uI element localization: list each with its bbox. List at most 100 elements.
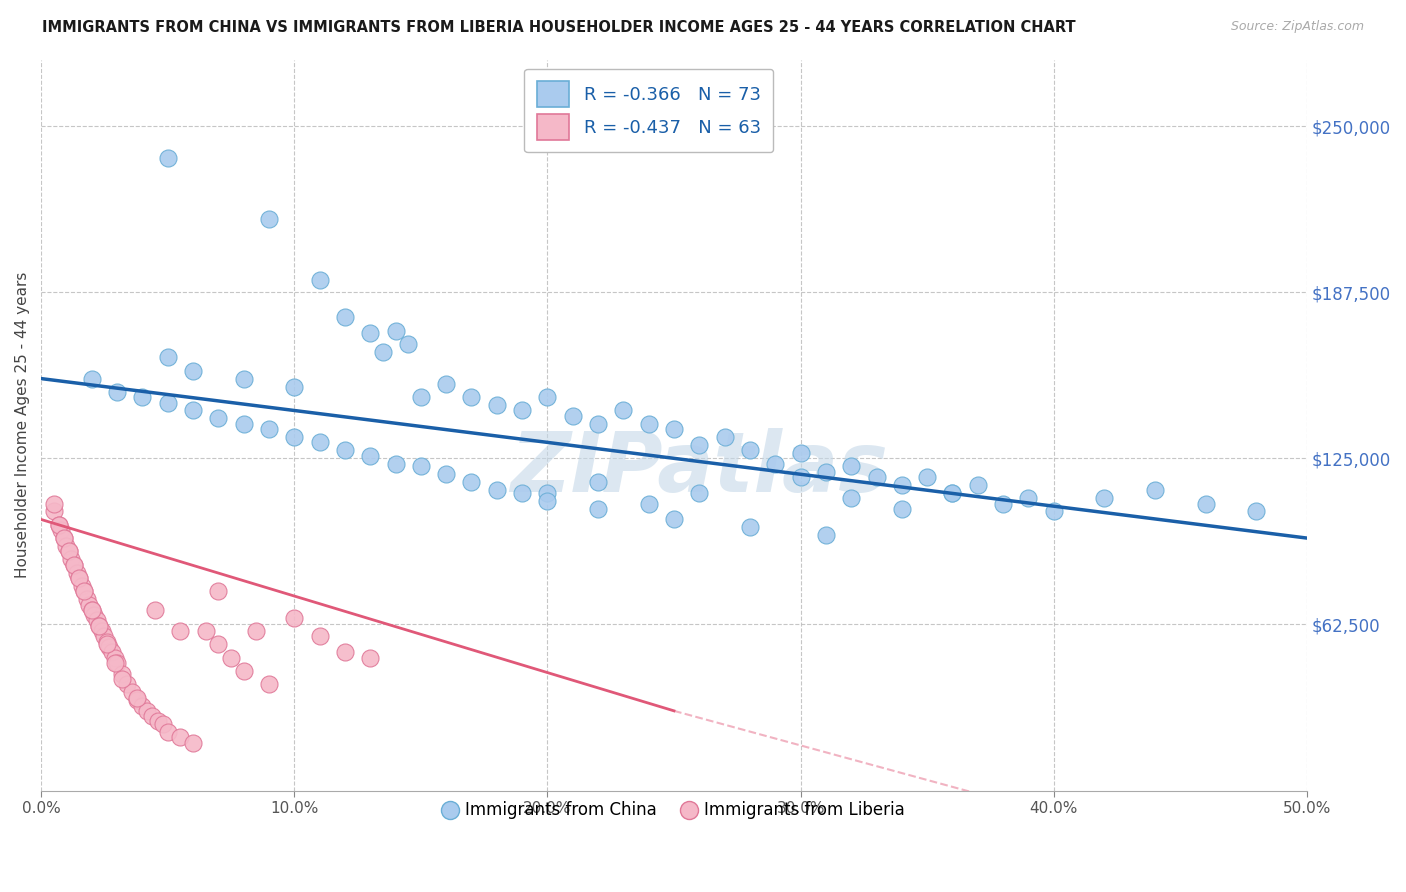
Point: [586, 501, 609, 516]
Point: [63, 558, 86, 572]
Point: [89, 619, 111, 633]
Point: [1042, 504, 1064, 518]
Point: [52, 531, 75, 545]
Point: [101, 645, 124, 659]
Point: [510, 486, 533, 500]
Point: [688, 486, 710, 500]
Point: [58, 544, 80, 558]
Point: [232, 664, 254, 678]
Point: [333, 310, 356, 325]
Point: [637, 417, 659, 431]
Point: [76, 592, 98, 607]
Point: [96, 634, 118, 648]
Point: [485, 483, 508, 498]
Point: [586, 417, 609, 431]
Point: [941, 486, 963, 500]
Point: [738, 520, 761, 534]
Point: [51, 523, 73, 537]
Point: [359, 650, 381, 665]
Point: [434, 376, 457, 391]
Point: [283, 611, 305, 625]
Point: [1194, 496, 1216, 510]
Point: [96, 637, 118, 651]
Point: [156, 725, 179, 739]
Point: [789, 446, 811, 460]
Point: [536, 390, 558, 404]
Point: [89, 619, 111, 633]
Point: [80, 371, 103, 385]
Point: [257, 422, 280, 436]
Point: [80, 603, 103, 617]
Point: [839, 459, 862, 474]
Point: [131, 698, 153, 713]
Point: [637, 496, 659, 510]
Point: [80, 603, 103, 617]
Point: [121, 685, 143, 699]
Point: [384, 457, 406, 471]
Point: [384, 324, 406, 338]
Point: [105, 384, 128, 399]
Point: [586, 475, 609, 490]
Point: [63, 558, 86, 572]
Point: [48, 517, 70, 532]
Point: [409, 390, 432, 404]
Point: [890, 501, 912, 516]
Point: [396, 337, 419, 351]
Point: [371, 345, 394, 359]
Point: [156, 151, 179, 165]
Point: [207, 584, 229, 599]
Point: [308, 435, 330, 450]
Point: [460, 390, 482, 404]
Point: [136, 704, 159, 718]
Point: [73, 584, 96, 599]
Point: [111, 672, 134, 686]
Point: [207, 637, 229, 651]
Point: [434, 467, 457, 482]
Point: [111, 666, 134, 681]
Point: [966, 478, 988, 492]
Point: [245, 624, 267, 639]
Point: [536, 486, 558, 500]
Point: [146, 714, 169, 729]
Point: [127, 693, 149, 707]
Point: [359, 449, 381, 463]
Point: [688, 438, 710, 452]
Point: [839, 491, 862, 506]
Legend: Immigrants from China, Immigrants from Liberia: Immigrants from China, Immigrants from L…: [437, 795, 911, 826]
Point: [86, 614, 108, 628]
Point: [42, 504, 65, 518]
Point: [181, 736, 204, 750]
Point: [510, 403, 533, 417]
Point: [219, 650, 242, 665]
Point: [90, 624, 112, 639]
Point: [58, 544, 80, 558]
Point: [283, 430, 305, 444]
Point: [1244, 504, 1267, 518]
Point: [232, 417, 254, 431]
Point: [738, 443, 761, 458]
Point: [55, 539, 77, 553]
Text: Source: ZipAtlas.com: Source: ZipAtlas.com: [1230, 20, 1364, 33]
Point: [67, 571, 90, 585]
Y-axis label: Householder Income Ages 25 - 44 years: Householder Income Ages 25 - 44 years: [15, 272, 30, 578]
Point: [70, 579, 93, 593]
Point: [409, 459, 432, 474]
Point: [93, 629, 115, 643]
Point: [865, 470, 887, 484]
Point: [52, 531, 75, 545]
Point: [207, 411, 229, 425]
Point: [308, 629, 330, 643]
Point: [131, 390, 153, 404]
Point: [713, 430, 735, 444]
Point: [83, 608, 105, 623]
Point: [536, 494, 558, 508]
Point: [127, 690, 149, 705]
Point: [333, 645, 356, 659]
Point: [359, 326, 381, 341]
Point: [763, 457, 786, 471]
Point: [890, 478, 912, 492]
Text: IMMIGRANTS FROM CHINA VS IMMIGRANTS FROM LIBERIA HOUSEHOLDER INCOME AGES 25 - 44: IMMIGRANTS FROM CHINA VS IMMIGRANTS FROM…: [42, 20, 1076, 35]
Point: [194, 624, 217, 639]
Point: [232, 371, 254, 385]
Point: [77, 598, 100, 612]
